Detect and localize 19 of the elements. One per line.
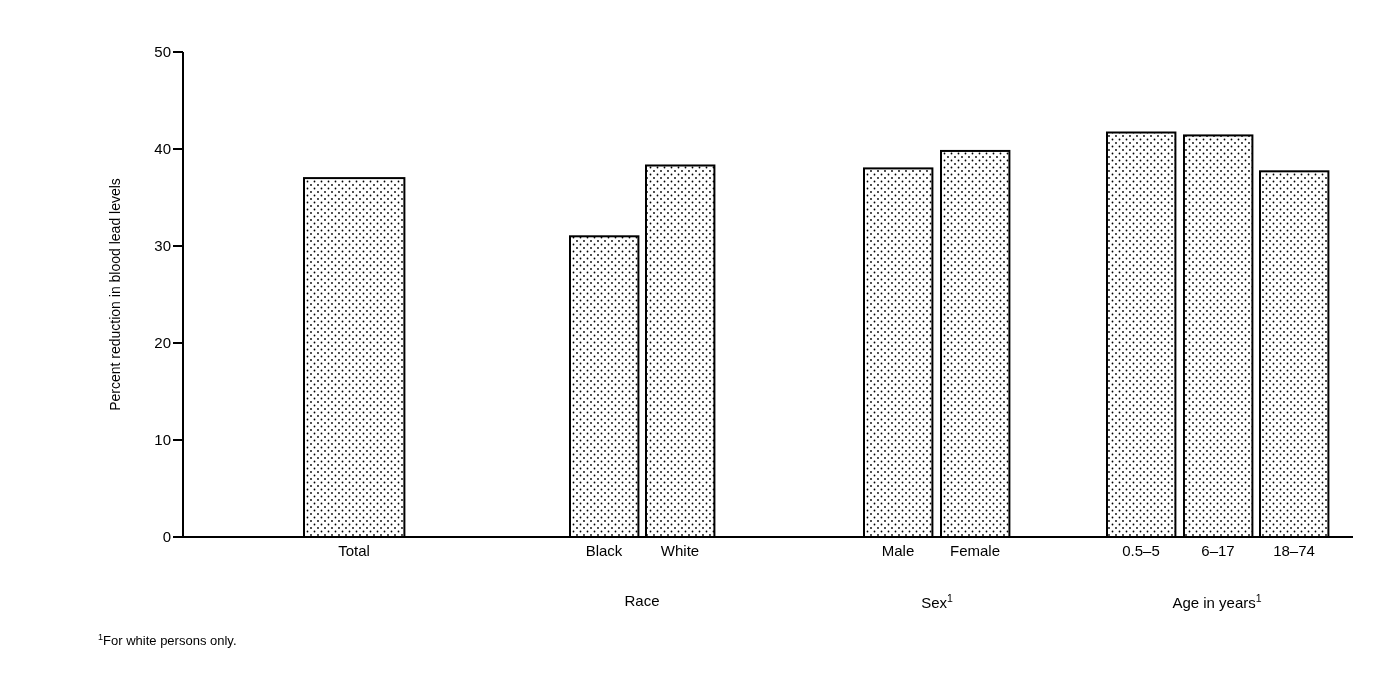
text: $^{1}$For white persons only.: [98, 632, 237, 649]
x-tick-label: Male: [881, 541, 915, 559]
y-tick-label: 50: [154, 43, 171, 61]
x-tick-label: Female: [949, 541, 1001, 559]
text: Age in years$^{1}$: [1172, 592, 1262, 611]
y-axis-title: Percent reduction in blood lead levels: [106, 178, 123, 411]
text: Sex$^{1}$: [921, 592, 953, 611]
y-tick-label: 10: [154, 431, 171, 449]
x-tick-label: 0.5–5: [1122, 541, 1160, 559]
x-tick-label: White: [660, 541, 700, 559]
y-tick-label: 40: [154, 140, 171, 158]
y-tick-label: 30: [154, 237, 171, 255]
x-tick-label: 18–74: [1273, 541, 1315, 559]
x-tick-label: 6–17: [1201, 541, 1235, 559]
text: Race: [624, 592, 660, 609]
x-tick-label: Black: [585, 541, 623, 559]
x-tick-label: Total: [338, 541, 370, 559]
y-tick-label: 20: [154, 334, 171, 352]
y-tick-label: 0: [162, 528, 171, 546]
